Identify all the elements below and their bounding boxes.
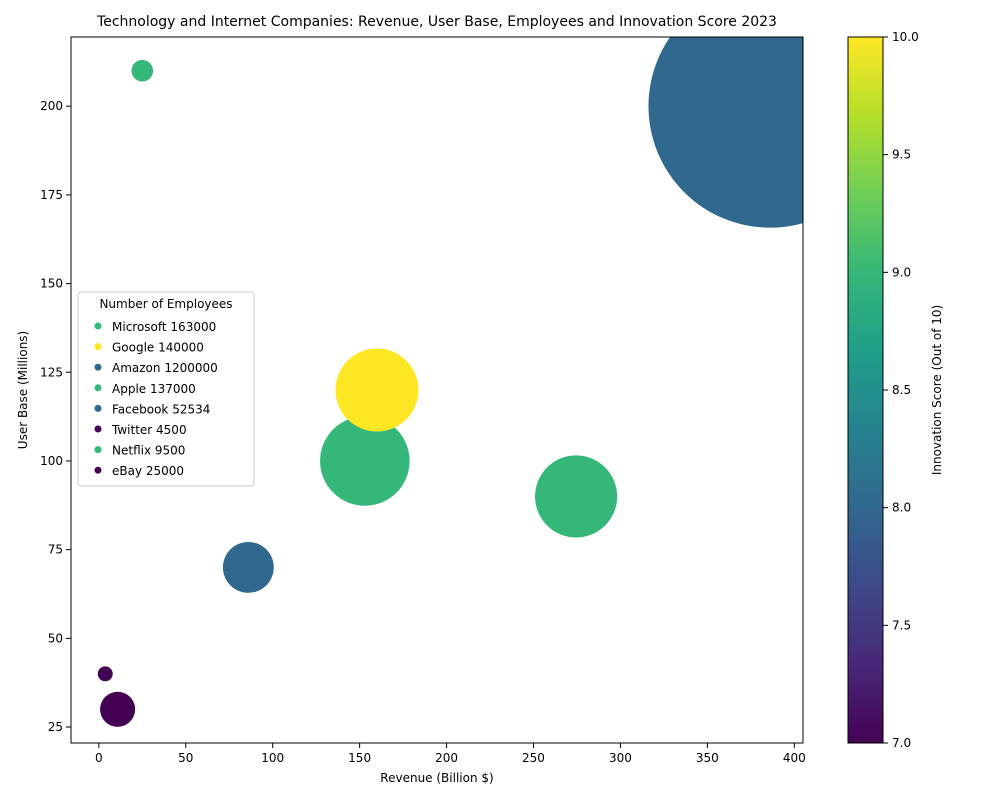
y-tick-label: 200 <box>40 99 63 113</box>
point-apple <box>535 455 618 538</box>
point-ebay <box>100 691 136 727</box>
x-tick-label: 200 <box>435 751 458 765</box>
legend-entry: Netflix 9500 <box>112 444 185 458</box>
x-tick-label: 50 <box>178 751 193 765</box>
legend: Number of Employees Microsoft 163000 Goog… <box>77 291 255 487</box>
legend-entry: Twitter 4500 <box>111 423 187 437</box>
point-facebook <box>222 541 274 593</box>
legend-marker <box>94 466 102 474</box>
y-axis-label: User Base (Millions) <box>16 331 30 449</box>
y-tick-label: 125 <box>40 365 63 379</box>
chart-title: Technology and Internet Companies: Reven… <box>96 14 777 30</box>
legend-entry: Microsoft 163000 <box>112 320 216 334</box>
y-tick-label: 25 <box>48 720 63 734</box>
colorbar-tick-label: 10.0 <box>892 30 919 44</box>
colorbar-tick-label: 7.5 <box>892 618 911 632</box>
x-tick-label: 350 <box>696 751 719 765</box>
legend-marker <box>94 404 102 412</box>
legend-entry: eBay 25000 <box>112 464 184 478</box>
y-tick-label: 75 <box>48 543 63 557</box>
colorbar-tick-label: 8.0 <box>892 501 911 515</box>
y-axis: 25 50 75 100 125 150 175 200 <box>40 99 71 734</box>
plot-frame <box>70 36 804 744</box>
colorbar-label: Innovation Score (Out of 10) <box>930 305 944 475</box>
colorbar-tick-label: 8.5 <box>892 383 911 397</box>
colorbar-tick-label: 9.0 <box>892 265 911 279</box>
legend-marker <box>94 384 102 392</box>
legend-entry: Amazon 1200000 <box>112 361 218 375</box>
legend-marker <box>94 322 102 330</box>
y-tick-label: 150 <box>40 277 63 291</box>
legend-entry: Apple 137000 <box>112 382 196 396</box>
point-microsoft <box>320 416 410 506</box>
x-tick-label: 0 <box>95 751 103 765</box>
x-tick-label: 150 <box>348 751 371 765</box>
legend-marker <box>94 343 102 351</box>
legend-marker <box>94 425 102 433</box>
point-netflix <box>131 59 154 82</box>
colorbar-gradient <box>847 36 884 744</box>
x-tick-label: 400 <box>783 751 806 765</box>
x-tick-label: 300 <box>609 751 632 765</box>
legend-marker <box>94 363 102 371</box>
y-tick-label: 175 <box>40 188 63 202</box>
x-axis-label: Revenue (Billion $) <box>380 771 493 785</box>
y-tick-label: 100 <box>40 454 63 468</box>
x-axis: 0 50 100 150 200 250 300 350 400 <box>95 743 806 765</box>
point-amazon <box>648 37 803 228</box>
legend-entry: Facebook 52534 <box>112 402 210 416</box>
x-tick-label: 250 <box>522 751 545 765</box>
colorbar-tick-label: 7.0 <box>892 736 911 750</box>
legend-entry: Google 140000 <box>112 341 204 355</box>
colorbar-tick-label: 9.5 <box>892 148 911 162</box>
point-google <box>335 348 419 432</box>
point-twitter <box>97 666 113 682</box>
colorbar: Innovation Score (Out of 10) 7.0 7.5 8.0 8.… <box>847 30 944 750</box>
y-tick-label: 50 <box>48 631 63 645</box>
legend-marker <box>94 446 102 454</box>
points-layer <box>97 37 803 727</box>
legend-title: Number of Employees <box>99 297 232 311</box>
legend-box <box>77 291 255 487</box>
x-tick-label: 100 <box>261 751 284 765</box>
